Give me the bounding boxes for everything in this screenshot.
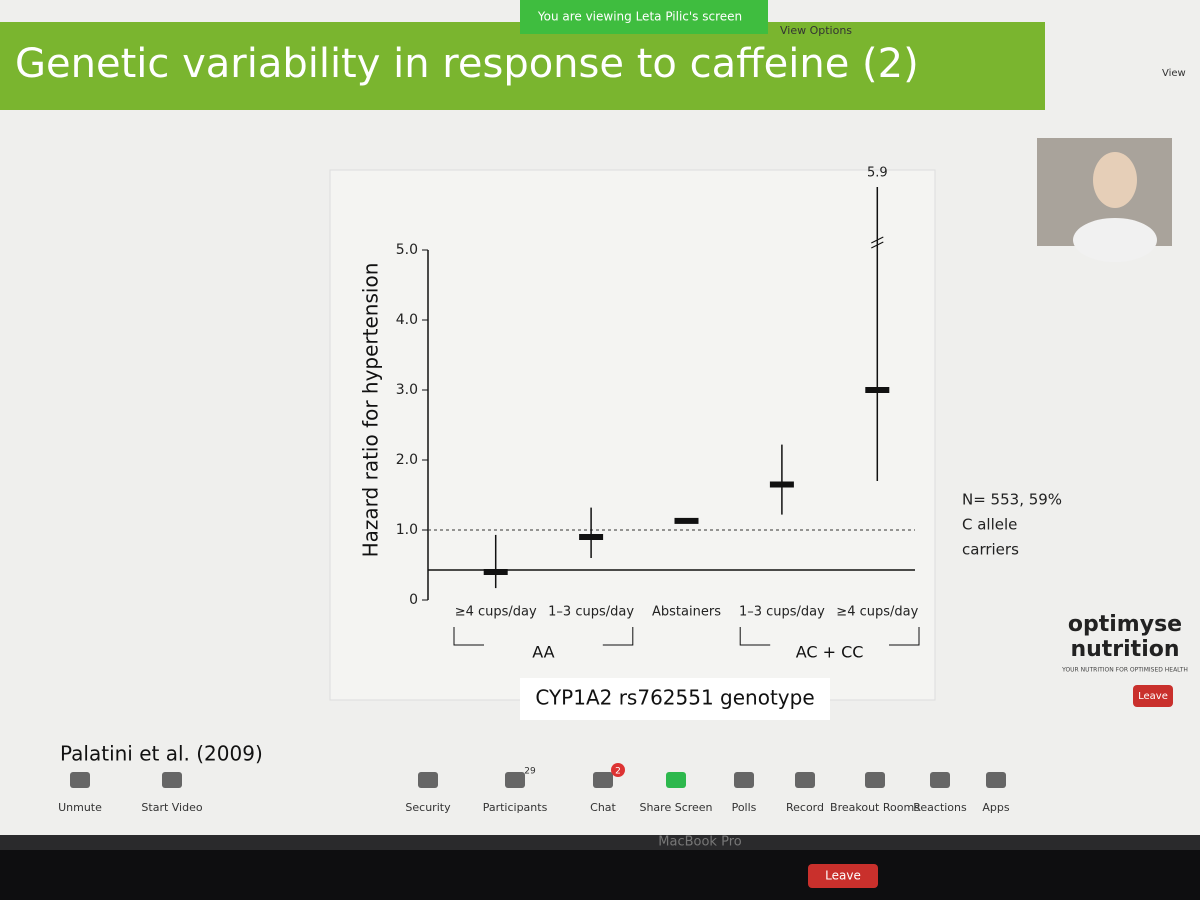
badge	[611, 763, 625, 777]
estimate	[483, 569, 508, 575]
x-tick-label: 1–3 cups/day	[739, 605, 825, 620]
toolbar-label[interactable]: Share Screen	[639, 801, 712, 814]
toolbar-icon[interactable]	[865, 772, 885, 788]
y-tick-label: 1.0	[396, 522, 418, 538]
toolbar-label[interactable]: Security	[405, 801, 451, 814]
toolbar-icon[interactable]	[593, 772, 613, 788]
toolbar-label[interactable]: Unmute	[58, 801, 102, 814]
keyboard	[0, 850, 1200, 900]
toolbar-icon[interactable]	[930, 772, 950, 788]
note-line: C allele	[962, 516, 1017, 534]
badge-count: 2	[615, 767, 621, 777]
x-tick-label: ≥4 cups/day	[836, 605, 918, 620]
axis-break	[871, 241, 884, 249]
estimate	[865, 387, 890, 393]
leave-button[interactable]	[1133, 685, 1173, 707]
y-tick-label: 2.0	[396, 452, 418, 468]
toolbar-label[interactable]: Breakout Rooms	[830, 801, 920, 814]
toolbar-icon[interactable]	[986, 772, 1006, 788]
share-banner	[520, 0, 768, 34]
touchbar-leave[interactable]	[808, 864, 878, 888]
toolbar-label[interactable]: Polls	[732, 801, 757, 814]
toolbar-icon[interactable]	[505, 772, 525, 788]
device-label: MacBook Pro	[658, 835, 741, 850]
upper-label: 5.9	[867, 166, 888, 181]
toolbar-label[interactable]: Apps	[982, 801, 1009, 814]
title-bar	[0, 22, 1045, 110]
participant-body	[1073, 218, 1157, 262]
toolbar-label[interactable]: Participants	[483, 801, 548, 814]
toolbar-icon[interactable]	[70, 772, 90, 788]
toolbar-label[interactable]: Start Video	[141, 801, 202, 814]
group-bracket	[739, 627, 920, 646]
plot: 0 1.0 2.0 3.0 4.0 5.0 ≥4 cups/day 1–3 cups/day A…	[396, 166, 920, 662]
logo-line: optimyse	[1068, 612, 1182, 637]
note-line: N= 553, 59%	[962, 491, 1062, 509]
group-label: AA	[532, 643, 554, 662]
x-tick-label: ≥4 cups/day	[455, 605, 537, 620]
chart-panel	[329, 169, 936, 701]
logo-line: nutrition	[1070, 637, 1179, 662]
y-axis-label: Hazard ratio for hypertension	[359, 263, 383, 558]
axis-break	[871, 236, 884, 244]
x-axis-label: CYP1A2 rs762551 genotype	[535, 686, 814, 710]
touchbar-leave-label[interactable]: Leave	[825, 869, 861, 883]
note-line: carriers	[962, 541, 1019, 559]
view-button[interactable]: View	[1162, 68, 1186, 79]
y-tick-label: 4.0	[396, 312, 418, 328]
toolbar-icon[interactable]	[418, 772, 438, 788]
estimate	[674, 517, 699, 524]
y-tick-label: 5.0	[396, 242, 418, 258]
leave-label[interactable]: Leave	[1138, 691, 1168, 702]
view-options[interactable]: View Options	[780, 24, 852, 37]
toolbar-icon[interactable]	[795, 772, 815, 788]
estimate	[769, 481, 794, 488]
x-label-box	[520, 678, 830, 720]
participant-head	[1093, 152, 1137, 208]
y-tick-label: 3.0	[396, 382, 418, 398]
estimate	[579, 534, 604, 540]
x-tick-label: Abstainers	[652, 605, 721, 620]
toolbar-icon[interactable]	[666, 772, 686, 788]
bezel	[0, 835, 1200, 850]
share-banner-text: You are viewing Leta Pilic's screen	[537, 10, 742, 24]
badge-count: 29	[524, 767, 536, 777]
toolbar-icon[interactable]	[162, 772, 182, 788]
group-bracket	[453, 627, 634, 646]
citation: Palatini et al. (2009)	[60, 742, 263, 766]
x-tick-label: 1–3 cups/day	[548, 605, 634, 620]
toolbar: Unmute Start Video Security Participants 29 C…	[58, 763, 1010, 814]
slide-title: Genetic variability in response to caffe…	[15, 41, 919, 87]
toolbar-label[interactable]: Reactions	[913, 801, 967, 814]
logo-tagline: YOUR NUTRITION FOR OPTIMISED HEALTH	[1061, 667, 1188, 674]
toolbar-label[interactable]: Record	[786, 801, 824, 814]
y-tick-label: 0	[409, 592, 418, 608]
toolbar-label[interactable]: Chat	[590, 801, 616, 814]
toolbar-icon[interactable]	[734, 772, 754, 788]
group-label: AC + CC	[796, 643, 864, 662]
